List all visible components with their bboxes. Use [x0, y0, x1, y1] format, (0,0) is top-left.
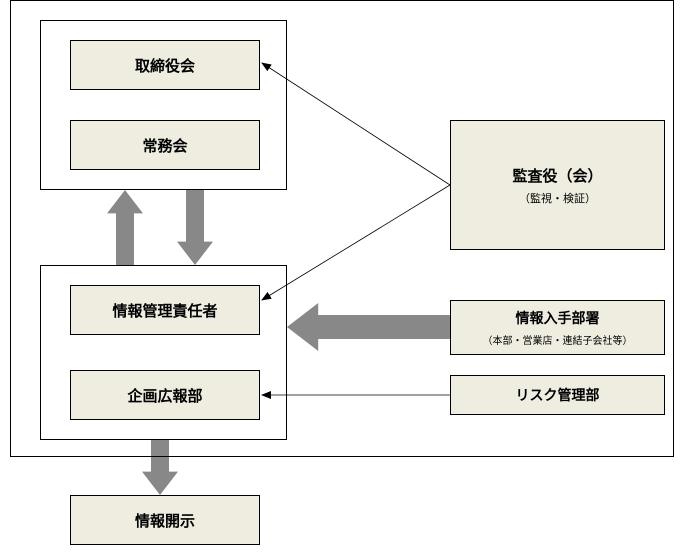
node-planning-pr-dept: 企画広報部	[70, 370, 260, 420]
node-label: 常務会	[142, 135, 187, 156]
node-risk-management-dept: リスク管理部	[450, 375, 665, 415]
node-label: リスク管理部	[516, 385, 600, 405]
node-information-disclosure: 情報開示	[70, 495, 260, 545]
node-sublabel: （監視・検証）	[519, 190, 596, 206]
node-label: 情報開示	[135, 510, 195, 531]
node-sublabel: （本部・営業店・連結子会社等）	[483, 332, 633, 347]
node-label: 取締役会	[135, 55, 195, 76]
node-executive-committee: 常務会	[70, 120, 260, 170]
node-label: 企画広報部	[127, 385, 202, 406]
node-label: 情報入手部署	[516, 308, 600, 328]
node-label: 情報管理責任者	[112, 300, 217, 321]
node-information-source-dept: 情報入手部署 （本部・営業店・連結子会社等）	[450, 300, 665, 355]
diagram-canvas: 取締役会 常務会 情報管理責任者 企画広報部 監査役（会） （監視・検証） 情報…	[0, 0, 681, 555]
node-board-of-directors: 取締役会	[70, 40, 260, 90]
node-auditor: 監査役（会） （監視・検証）	[450, 120, 665, 250]
node-information-manager: 情報管理責任者	[70, 285, 260, 335]
node-label: 監査役（会）	[512, 165, 602, 186]
